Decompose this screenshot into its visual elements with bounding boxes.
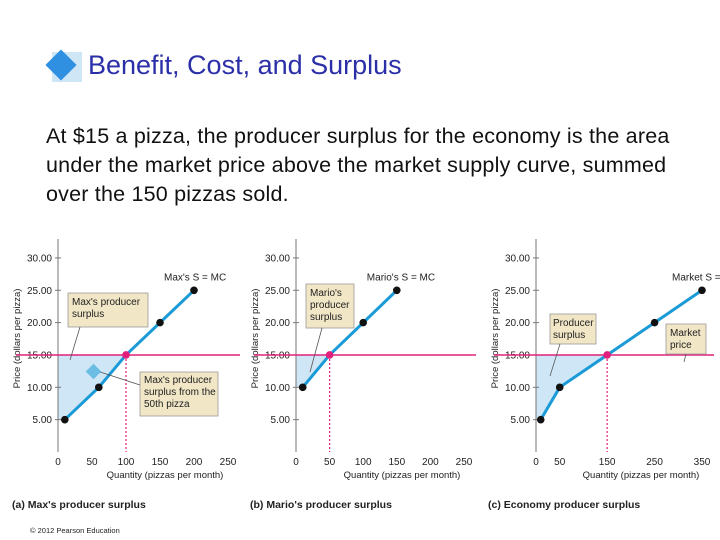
y-tick-label: 30.00 [27,253,52,264]
slide-title: Benefit, Cost, and Surplus [88,50,402,80]
producer-surplus-area [58,354,126,420]
annotation-label: Max's producer [72,297,141,308]
y-tick-label: 30.00 [265,253,290,264]
producer-surplus-area [536,354,608,420]
annotation-leader [99,371,141,386]
panel-caption: (a) Max's producer surplus [12,499,146,511]
annotation-label: surplus [310,312,342,323]
panel-caption: (c) Economy producer surplus [488,499,640,511]
y-tick-label: 15.00 [27,350,52,361]
x-tick-label: 150 [152,457,169,468]
y-tick-label: 25.00 [265,286,290,297]
y-axis-label: Price (dollars per pizza) [12,289,23,389]
annotation-label: surplus [553,330,585,341]
annotation-label: 50th pizza [144,399,190,410]
x-tick-label: 50 [86,457,98,468]
x-axis-label: Quantity (pizzas per month) [583,470,700,481]
supply-point [325,351,334,359]
annotation-label: producer [310,300,350,311]
y-tick-label: 20.00 [265,318,290,329]
y-tick-label: 10.00 [27,383,52,394]
x-tick-label: 250 [646,457,663,468]
annotation-label: Mario's [310,288,342,299]
supply-point [536,415,545,424]
y-tick-label: 5.00 [33,415,53,426]
y-tick-label: 10.00 [505,383,530,394]
supply-curve [301,289,398,389]
y-tick-label: 20.00 [27,318,52,329]
supply-curve-label: Market S = MSC [672,272,720,283]
y-tick-label: 15.00 [265,350,290,361]
x-tick-label: 0 [55,457,61,468]
x-tick-label: 50 [554,457,566,468]
x-tick-label: 0 [293,457,299,468]
supply-point [61,415,69,424]
supply-point [298,383,307,392]
supply-point [393,286,401,295]
y-tick-label: 5.00 [271,415,291,426]
annotation-label: Producer [553,318,594,329]
x-tick-label: 150 [599,457,616,468]
y-tick-label: 25.00 [27,286,52,297]
slide-body-text: At $15 a pizza, the producer surplus for… [46,124,670,206]
supply-point [190,286,198,295]
y-tick-label: 30.00 [505,253,530,264]
supply-point [603,351,611,359]
annotation-leader [309,327,323,373]
x-tick-label: 350 [694,457,711,468]
supply-point [698,286,706,295]
copyright-notice: © 2012 Pearson Education [30,526,120,535]
y-tick-label: 25.00 [505,286,530,297]
supply-point [359,318,368,327]
annotation-leader [683,353,687,363]
y-tick-label: 15.00 [505,350,530,361]
y-tick-label: 5.00 [511,415,531,426]
y-tick-label: 20.00 [505,318,530,329]
x-tick-label: 150 [388,457,405,468]
annotation-box [305,283,355,329]
supply-point [122,351,130,359]
annotation-box [67,292,149,328]
annotation-leader [549,343,561,377]
x-tick-label: 200 [422,457,439,468]
x-tick-label: 50 [324,457,336,468]
supply-point [95,383,103,392]
x-tick-label: 250 [220,457,237,468]
supply-curve-label: Mario's S = MC [367,272,435,283]
x-tick-label: 100 [118,457,135,468]
supply-point [156,318,164,327]
annotation-label: surplus from the [144,387,216,398]
annotation-box [139,371,219,417]
annotation-box [665,323,707,355]
annotation-label: Max's producer [144,375,213,386]
supply-curve-label: Max's S = MC [164,272,226,283]
supply-point [555,383,564,392]
x-tick-label: 100 [355,457,372,468]
annotation-leader [69,326,81,361]
x-tick-label: 200 [186,457,203,468]
x-tick-label: 250 [456,457,473,468]
annotation-box [549,313,597,345]
annotation-label: surplus [72,309,104,320]
y-tick-label: 10.00 [265,383,290,394]
x-tick-label: 0 [533,457,539,468]
y-axis-label: Price (dollars per pizza) [490,289,501,389]
x-axis-label: Quantity (pizzas per month) [107,470,224,481]
x-axis-label: Quantity (pizzas per month) [344,470,461,481]
annotation-label: price [670,340,692,351]
annotation-label: Market [670,328,701,339]
supply-point [650,318,659,327]
panel-caption: (b) Mario's producer surplus [250,499,392,511]
y-axis-label: Price (dollars per pizza) [250,289,261,389]
